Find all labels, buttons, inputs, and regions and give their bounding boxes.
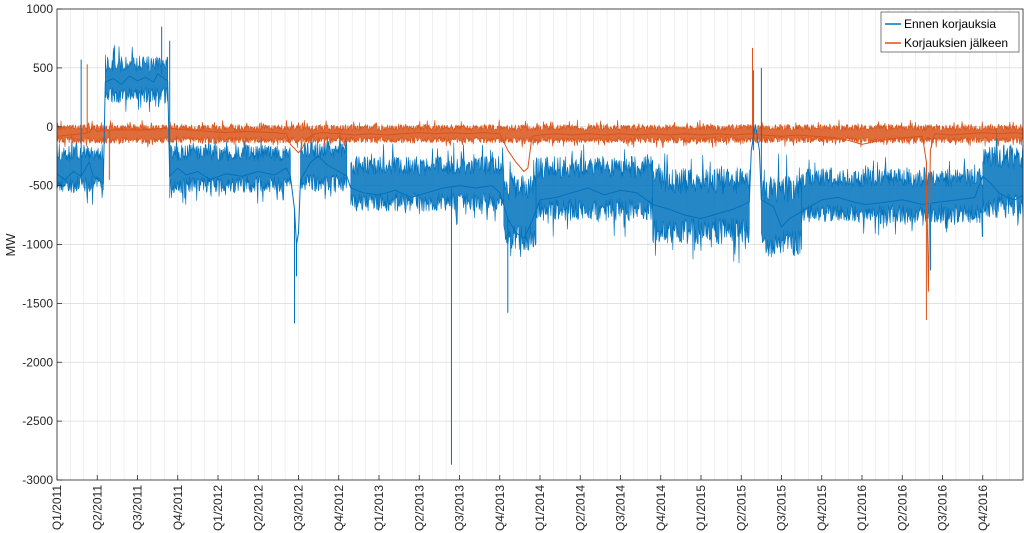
band-ennen-korjauksia-3 bbox=[300, 130, 348, 200]
x-tick-label: Q3/2016 bbox=[936, 485, 950, 531]
x-tick-label: Q4/2015 bbox=[815, 485, 829, 531]
data-series bbox=[56, 73, 1024, 292]
x-tick-label: Q3/2014 bbox=[614, 485, 628, 531]
data-spikes bbox=[80, 26, 931, 465]
x-tick-label: Q2/2013 bbox=[412, 485, 426, 531]
x-tick-label: Q2/2015 bbox=[734, 485, 748, 531]
x-tick-label: Q4/2016 bbox=[976, 485, 990, 531]
x-tick-label: Q2/2016 bbox=[895, 485, 909, 531]
x-tick-label: Q3/2011 bbox=[131, 485, 145, 530]
y-tick-label: 500 bbox=[33, 61, 53, 75]
x-tick-label: Q2/2012 bbox=[251, 485, 265, 531]
x-tick-label: Q4/2011 bbox=[171, 485, 185, 530]
y-tick-label: -3000 bbox=[22, 473, 53, 487]
x-tick-label: Q3/2015 bbox=[775, 485, 789, 531]
band-ennen-korjauksia-0 bbox=[56, 133, 104, 205]
y-tick-label: -1000 bbox=[22, 238, 53, 252]
x-tick-label: Q4/2013 bbox=[493, 485, 507, 531]
x-tick-label: Q3/2012 bbox=[292, 485, 306, 531]
x-tick-label: Q2/2011 bbox=[90, 485, 104, 530]
x-tick-label: Q1/2014 bbox=[533, 485, 547, 531]
y-axis: 1000 500 0 -500 -1000 -1500 -2000 -2500 -3000 bbox=[22, 2, 62, 487]
band-ennen-korjauksia-5 bbox=[503, 159, 537, 258]
x-tick-label: Q1/2015 bbox=[694, 485, 708, 531]
y-tick-label: -2000 bbox=[22, 355, 53, 369]
y-tick-label: 0 bbox=[46, 120, 53, 134]
series-line-ennen-korjauksia bbox=[56, 73, 1024, 245]
legend-label-ennen: Ennen korjauksia bbox=[904, 17, 996, 31]
band-ennen-korjauksia-7 bbox=[652, 153, 750, 264]
x-tick-label: Q1/2016 bbox=[855, 485, 869, 531]
x-tick-label: Q1/2012 bbox=[211, 485, 225, 531]
y-tick-label: -500 bbox=[29, 179, 53, 193]
x-tick-label: Q4/2012 bbox=[332, 485, 346, 531]
series-line-korjauksien-jälkeen bbox=[56, 125, 1024, 292]
legend-box bbox=[880, 11, 1020, 53]
x-tick-label: Q3/2013 bbox=[453, 485, 467, 531]
band-ennen-korjauksia-8 bbox=[761, 153, 802, 258]
x-tick-label: Q1/2013 bbox=[372, 485, 386, 531]
y-axis-title: MW bbox=[3, 233, 18, 257]
legend-label-korjauksien: Korjauksien jälkeen bbox=[904, 36, 1008, 50]
x-tick-label: Q1/2011 bbox=[50, 485, 64, 530]
x-tick-label: Q2/2014 bbox=[573, 485, 587, 531]
band-ennen-korjauksia-2 bbox=[169, 135, 291, 205]
data-bands bbox=[56, 45, 1024, 264]
y-tick-label: -1500 bbox=[22, 296, 53, 310]
x-tick-label: Q4/2014 bbox=[654, 485, 668, 531]
band-ennen-korjauksia-9 bbox=[801, 157, 984, 238]
legend: Ennen korjauksia Korjauksien jälkeen bbox=[880, 11, 1020, 53]
y-tick-label: 1000 bbox=[26, 2, 53, 16]
x-axis: Q1/2011 Q2/2011 Q3/2011 Q4/2011 Q1/2012 Q2/20… bbox=[50, 475, 990, 531]
y-tick-label: -2500 bbox=[22, 414, 53, 428]
